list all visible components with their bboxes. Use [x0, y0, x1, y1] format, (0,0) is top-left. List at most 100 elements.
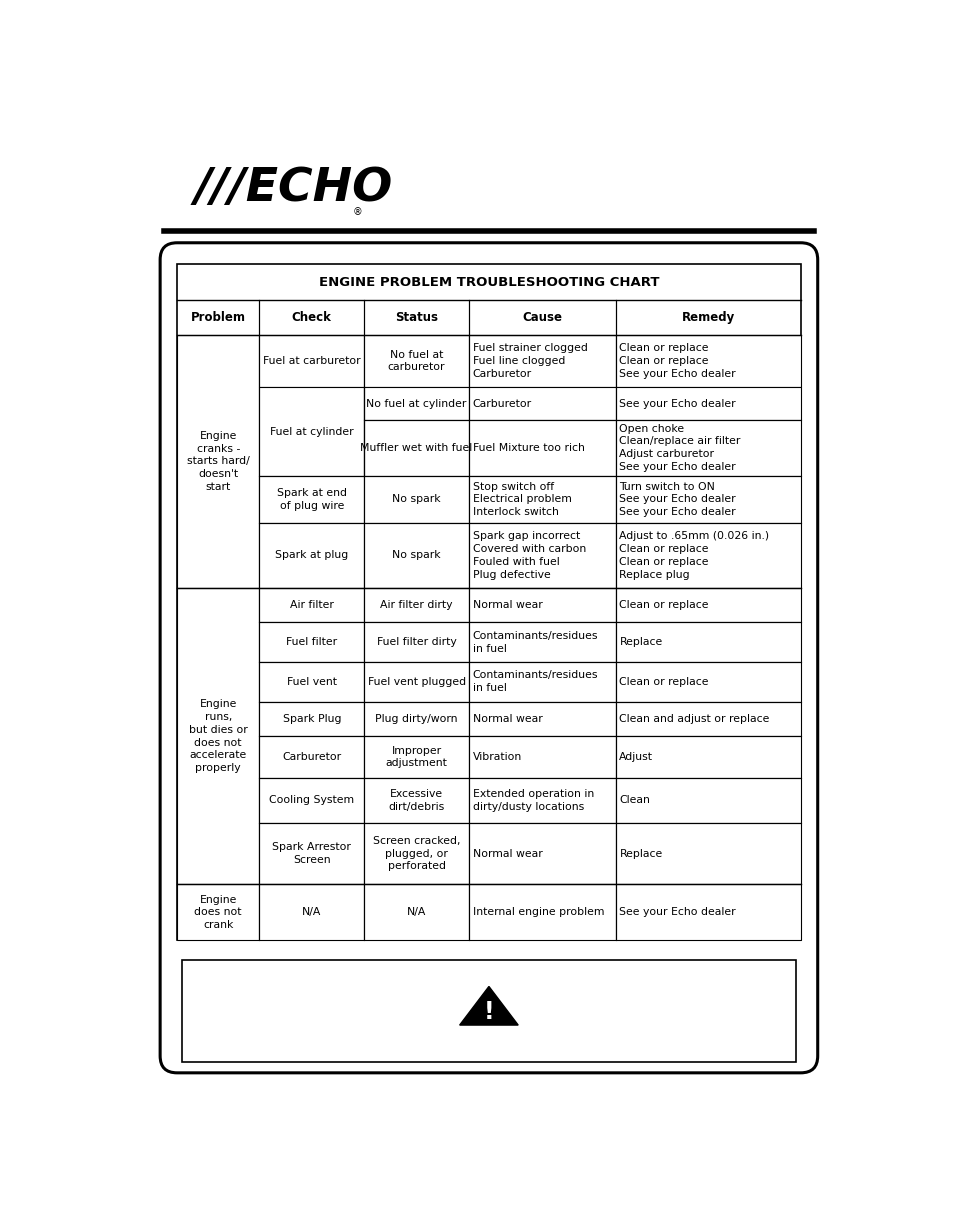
Text: Spark gap incorrect
Covered with carbon
Fouled with fuel
Plug defective: Spark gap incorrect Covered with carbon … [473, 531, 585, 580]
Text: !: ! [483, 1000, 494, 1023]
Bar [364, 736, 469, 778]
Bar [364, 523, 469, 587]
Text: Air filter dirty: Air filter dirty [380, 600, 453, 610]
Bar [259, 702, 364, 736]
Bar [469, 335, 615, 387]
Text: Air filter: Air filter [290, 600, 334, 610]
Text: Spark at plug: Spark at plug [274, 551, 348, 560]
Bar [364, 335, 469, 387]
Bar [259, 623, 364, 662]
Text: Turn switch to ON
See your Echo dealer
See your Echo dealer: Turn switch to ON See your Echo dealer S… [618, 481, 736, 518]
Text: Fuel at cylinder: Fuel at cylinder [270, 426, 354, 437]
Bar [259, 823, 364, 884]
Bar [615, 884, 800, 940]
Text: See your Echo dealer: See your Echo dealer [618, 398, 736, 409]
Text: Remedy: Remedy [680, 311, 734, 324]
Bar [615, 387, 800, 420]
Bar [364, 823, 469, 884]
Bar [364, 702, 469, 736]
Text: Normal wear: Normal wear [473, 714, 542, 724]
Bar [364, 778, 469, 823]
Bar [615, 702, 800, 736]
Text: No spark: No spark [392, 495, 440, 504]
Bar [469, 662, 615, 702]
Bar [364, 476, 469, 523]
Bar [469, 387, 615, 420]
Text: Cooling System: Cooling System [269, 795, 354, 806]
Text: Clean or replace: Clean or replace [618, 600, 708, 610]
Text: Screen cracked,
plugged, or
perforated: Screen cracked, plugged, or perforated [373, 836, 460, 872]
Text: Engine
runs,
but dies or
does not
accelerate
properly: Engine runs, but dies or does not accele… [189, 700, 248, 773]
Text: Adjust: Adjust [618, 752, 653, 762]
Text: Open choke
Clean/replace air filter
Adjust carburetor
See your Echo dealer: Open choke Clean/replace air filter Adju… [618, 424, 740, 473]
Bar [615, 420, 800, 476]
Bar [469, 587, 615, 623]
Text: Adjust to .65mm (0.026 in.)
Clean or replace
Clean or replace
Replace plug: Adjust to .65mm (0.026 in.) Clean or rep… [618, 531, 769, 580]
Text: ///ECHO: ///ECHO [194, 166, 393, 211]
Bar [181, 960, 796, 1062]
Text: No spark: No spark [392, 551, 440, 560]
Bar [615, 476, 800, 523]
Text: ®: ® [353, 208, 362, 217]
Text: Contaminants/residues
in fuel: Contaminants/residues in fuel [473, 631, 598, 653]
Bar [615, 523, 800, 587]
Text: Check: Check [292, 311, 332, 324]
Text: Fuel Mixture too rich: Fuel Mixture too rich [473, 443, 584, 453]
Text: Problem: Problem [191, 311, 246, 324]
Bar [469, 523, 615, 587]
Text: Fuel filter dirty: Fuel filter dirty [376, 637, 456, 647]
Bar [364, 587, 469, 623]
Bar [259, 387, 364, 476]
Bar [615, 736, 800, 778]
Text: Stop switch off
Electrical problem
Interlock switch: Stop switch off Electrical problem Inter… [473, 481, 571, 518]
Bar [469, 823, 615, 884]
Text: Normal wear: Normal wear [473, 849, 542, 858]
Bar [615, 587, 800, 623]
Text: Engine
does not
crank: Engine does not crank [194, 895, 242, 930]
Text: Fuel at carburetor: Fuel at carburetor [263, 357, 360, 366]
Bar [259, 736, 364, 778]
Bar [259, 587, 364, 623]
Text: Extended operation in
dirty/dusty locations: Extended operation in dirty/dusty locati… [473, 789, 594, 812]
Bar [364, 884, 469, 940]
Text: Cause: Cause [521, 311, 561, 324]
Text: Clean or replace: Clean or replace [618, 676, 708, 687]
Bar [469, 476, 615, 523]
Text: Contaminants/residues
in fuel: Contaminants/residues in fuel [473, 670, 598, 694]
Text: Replace: Replace [618, 849, 662, 858]
Bar [469, 736, 615, 778]
Text: Plug dirty/worn: Plug dirty/worn [375, 714, 457, 724]
Text: Normal wear: Normal wear [473, 600, 542, 610]
Text: Excessive
dirt/debris: Excessive dirt/debris [388, 789, 444, 812]
Text: Carburetor: Carburetor [473, 398, 532, 409]
Bar [177, 335, 259, 587]
Text: See your Echo dealer: See your Echo dealer [618, 907, 736, 917]
Bar [364, 623, 469, 662]
Bar [364, 420, 469, 476]
Bar [177, 264, 800, 940]
Text: Muffler wet with fuel: Muffler wet with fuel [360, 443, 472, 453]
Text: Spark Plug: Spark Plug [282, 714, 340, 724]
Bar [469, 623, 615, 662]
Bar [259, 523, 364, 587]
Bar [364, 387, 469, 420]
Bar [364, 662, 469, 702]
Text: Spark Arrestor
Screen: Spark Arrestor Screen [272, 842, 351, 864]
Text: Clean and adjust or replace: Clean and adjust or replace [618, 714, 769, 724]
Bar [615, 335, 800, 387]
Bar [615, 778, 800, 823]
FancyBboxPatch shape [160, 243, 817, 1073]
Text: Vibration: Vibration [473, 752, 521, 762]
Bar [177, 884, 259, 940]
Bar [259, 884, 364, 940]
Bar [469, 884, 615, 940]
Text: Replace: Replace [618, 637, 662, 647]
Text: Fuel strainer clogged
Fuel line clogged
Carburetor: Fuel strainer clogged Fuel line clogged … [473, 343, 587, 379]
Bar [615, 823, 800, 884]
Text: No fuel at cylinder: No fuel at cylinder [366, 398, 466, 409]
Text: ENGINE PROBLEM TROUBLESHOOTING CHART: ENGINE PROBLEM TROUBLESHOOTING CHART [318, 276, 659, 289]
Bar [469, 778, 615, 823]
Bar [615, 662, 800, 702]
Bar [259, 335, 364, 387]
Text: Carburetor: Carburetor [282, 752, 341, 762]
